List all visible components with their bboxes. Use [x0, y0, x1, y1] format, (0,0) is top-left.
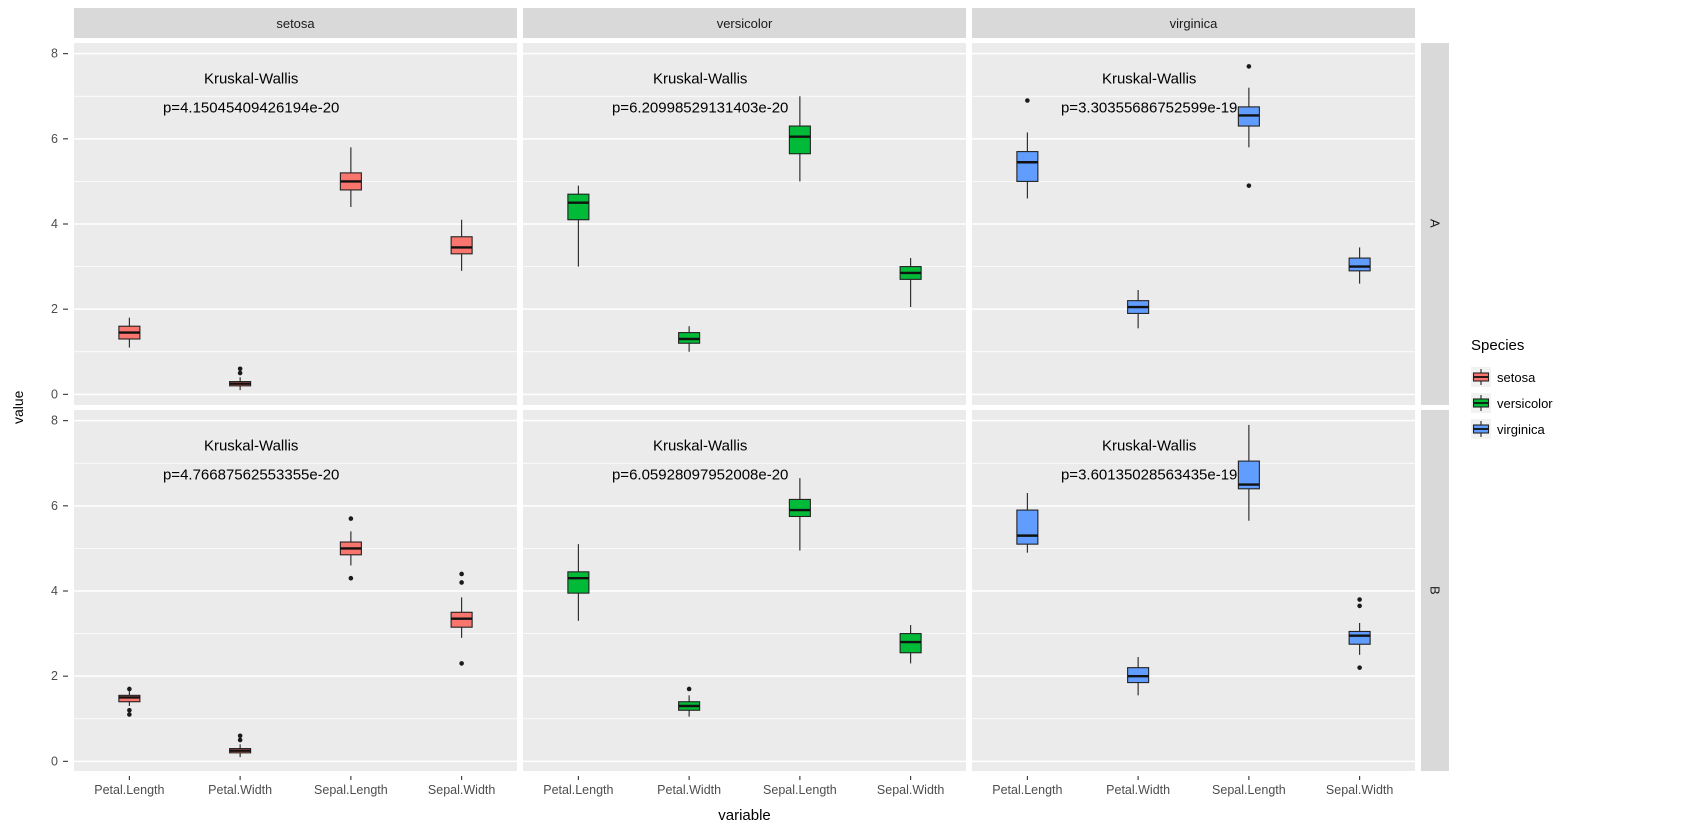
svg-text:4: 4 [51, 217, 58, 231]
legend-title: Species [1471, 337, 1525, 354]
p-value-label: p=3.60135028563435e-19 [1061, 466, 1237, 483]
svg-text:2: 2 [51, 302, 58, 316]
svg-text:Sepal.Length: Sepal.Length [763, 783, 837, 797]
facet-row-strip-A: A [1421, 43, 1449, 405]
svg-text:Sepal.Length: Sepal.Length [314, 783, 388, 797]
svg-text:6: 6 [51, 132, 58, 146]
x-axis-ticks-virginica: Petal.Length Petal.Width Sepal.Length Sepal… [972, 776, 1415, 800]
p-value-label: p=4.15045409426194e-20 [163, 99, 339, 116]
svg-text:Petal.Length: Petal.Length [992, 783, 1062, 797]
facet-strip-versicolor: versicolor [523, 8, 966, 38]
legend-entry-versicolor: versicolor [1471, 390, 1691, 416]
kruskal-wallis-label: Kruskal-Wallis [204, 70, 298, 87]
svg-text:Sepal.Length: Sepal.Length [1212, 783, 1286, 797]
svg-text:Petal.Width: Petal.Width [657, 783, 721, 797]
x-axis-title: variable [718, 807, 771, 824]
legend-entries: setosa versicolor virginica [1471, 364, 1691, 442]
facet-panel-B-versicolor: Kruskal-Wallis p=6.05928097952008e-20 [523, 409, 966, 771]
svg-text:Petal.Length: Petal.Length [94, 783, 164, 797]
legend-key-versicolor-icon [1471, 393, 1491, 413]
facet-panel-A-setosa: Kruskal-Wallis p=4.15045409426194e-20 [74, 43, 517, 405]
facet-panel-B-setosa: Kruskal-Wallis p=4.76687562553355e-20 [74, 409, 517, 771]
plot-grid: value variable Species setosa versicolor v… [8, 8, 1691, 835]
svg-text:4: 4 [51, 584, 58, 598]
svg-text:8: 8 [51, 47, 58, 61]
x-axis-ticks-versicolor: Petal.Length Petal.Width Sepal.Length Sepal… [523, 776, 966, 800]
legend-entry-setosa: setosa [1471, 364, 1691, 390]
svg-text:2: 2 [51, 669, 58, 683]
y-axis-ticks: 0 2 4 6 8 [34, 43, 68, 405]
svg-text:Petal.Length: Petal.Length [543, 783, 613, 797]
legend-key-setosa-icon [1471, 367, 1491, 387]
legend-key-virginica-icon [1471, 419, 1491, 439]
svg-text:Petal.Width: Petal.Width [208, 783, 272, 797]
p-value-label: p=4.76687562553355e-20 [163, 466, 339, 483]
svg-text:Petal.Width: Petal.Width [1106, 783, 1170, 797]
facet-strip-setosa: setosa [74, 8, 517, 38]
legend-label: setosa [1497, 369, 1536, 385]
legend-label: virginica [1497, 421, 1545, 437]
svg-text:0: 0 [51, 387, 58, 401]
kruskal-wallis-label: Kruskal-Wallis [1102, 70, 1196, 87]
p-value-label: p=3.30355686752599e-19 [1061, 99, 1237, 116]
y-axis-title: value [10, 390, 26, 424]
svg-text:0: 0 [51, 754, 58, 768]
kruskal-wallis-label: Kruskal-Wallis [204, 437, 298, 454]
kruskal-wallis-label: Kruskal-Wallis [653, 437, 747, 454]
p-value-label: p=6.05928097952008e-20 [612, 466, 788, 483]
svg-text:8: 8 [51, 413, 58, 427]
svg-text:Sepal.Width: Sepal.Width [1326, 783, 1393, 797]
x-axis-ticks-setosa: Petal.Length Petal.Width Sepal.Length Sepal… [74, 776, 517, 800]
y-axis-ticks: 0 2 4 6 8 [34, 410, 68, 772]
legend-label: versicolor [1497, 395, 1553, 411]
facet-strip-virginica: virginica [972, 8, 1415, 38]
svg-text:6: 6 [51, 498, 58, 512]
kruskal-wallis-label: Kruskal-Wallis [653, 70, 747, 87]
kruskal-wallis-label: Kruskal-Wallis [1102, 437, 1196, 454]
facet-panel-B-virginica: Kruskal-Wallis p=3.60135028563435e-19 [972, 409, 1415, 771]
facet-panel-A-versicolor: Kruskal-Wallis p=6.20998529131403e-20 [523, 43, 966, 405]
legend-entry-virginica: virginica [1471, 416, 1691, 442]
facet-row-strip-B: B [1421, 409, 1449, 771]
svg-text:Sepal.Width: Sepal.Width [877, 783, 944, 797]
legend: Species setosa versicolor virginica [1455, 8, 1691, 771]
facet-panel-A-virginica: Kruskal-Wallis p=3.30355686752599e-19 [972, 43, 1415, 405]
p-value-label: p=6.20998529131403e-20 [612, 99, 788, 116]
svg-text:Sepal.Width: Sepal.Width [428, 783, 495, 797]
